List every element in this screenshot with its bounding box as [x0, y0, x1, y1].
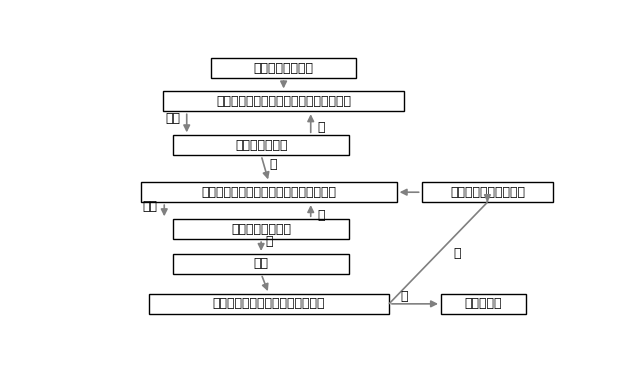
Text: 监理工程师师审核: 监理工程师师审核: [231, 223, 291, 236]
Bar: [149, 294, 389, 314]
Bar: [441, 294, 526, 314]
Text: 实施: 实施: [253, 257, 269, 270]
Text: 否: 否: [318, 121, 325, 135]
Text: 可: 可: [400, 290, 408, 303]
Bar: [422, 182, 553, 202]
Text: 施工单位开工前提交组织设计及进度计划: 施工单位开工前提交组织设计及进度计划: [216, 95, 351, 108]
Bar: [173, 219, 349, 239]
Text: 可: 可: [269, 158, 277, 171]
Text: 确定工程总期目标: 确定工程总期目标: [253, 62, 313, 75]
Bar: [173, 254, 349, 274]
Text: 可: 可: [265, 235, 272, 248]
Bar: [210, 58, 356, 78]
Bar: [173, 135, 349, 155]
Text: 实施过程分阶段提交详细计划及变更计划: 实施过程分阶段提交详细计划及变更计划: [202, 186, 336, 199]
Text: 监理工程师审核: 监理工程师审核: [235, 139, 288, 152]
Bar: [141, 182, 397, 202]
Text: 否: 否: [318, 209, 325, 222]
Bar: [164, 91, 404, 111]
Text: 申报: 申报: [166, 112, 180, 125]
Text: 否: 否: [454, 247, 461, 259]
Text: 责成施工单位采取措施: 责成施工单位采取措施: [450, 186, 525, 199]
Text: 监理工程师对计划与实际进行比较: 监理工程师对计划与实际进行比较: [212, 297, 325, 310]
Text: 按计划执行: 按计划执行: [465, 297, 502, 310]
Text: 申报: 申报: [143, 200, 158, 212]
